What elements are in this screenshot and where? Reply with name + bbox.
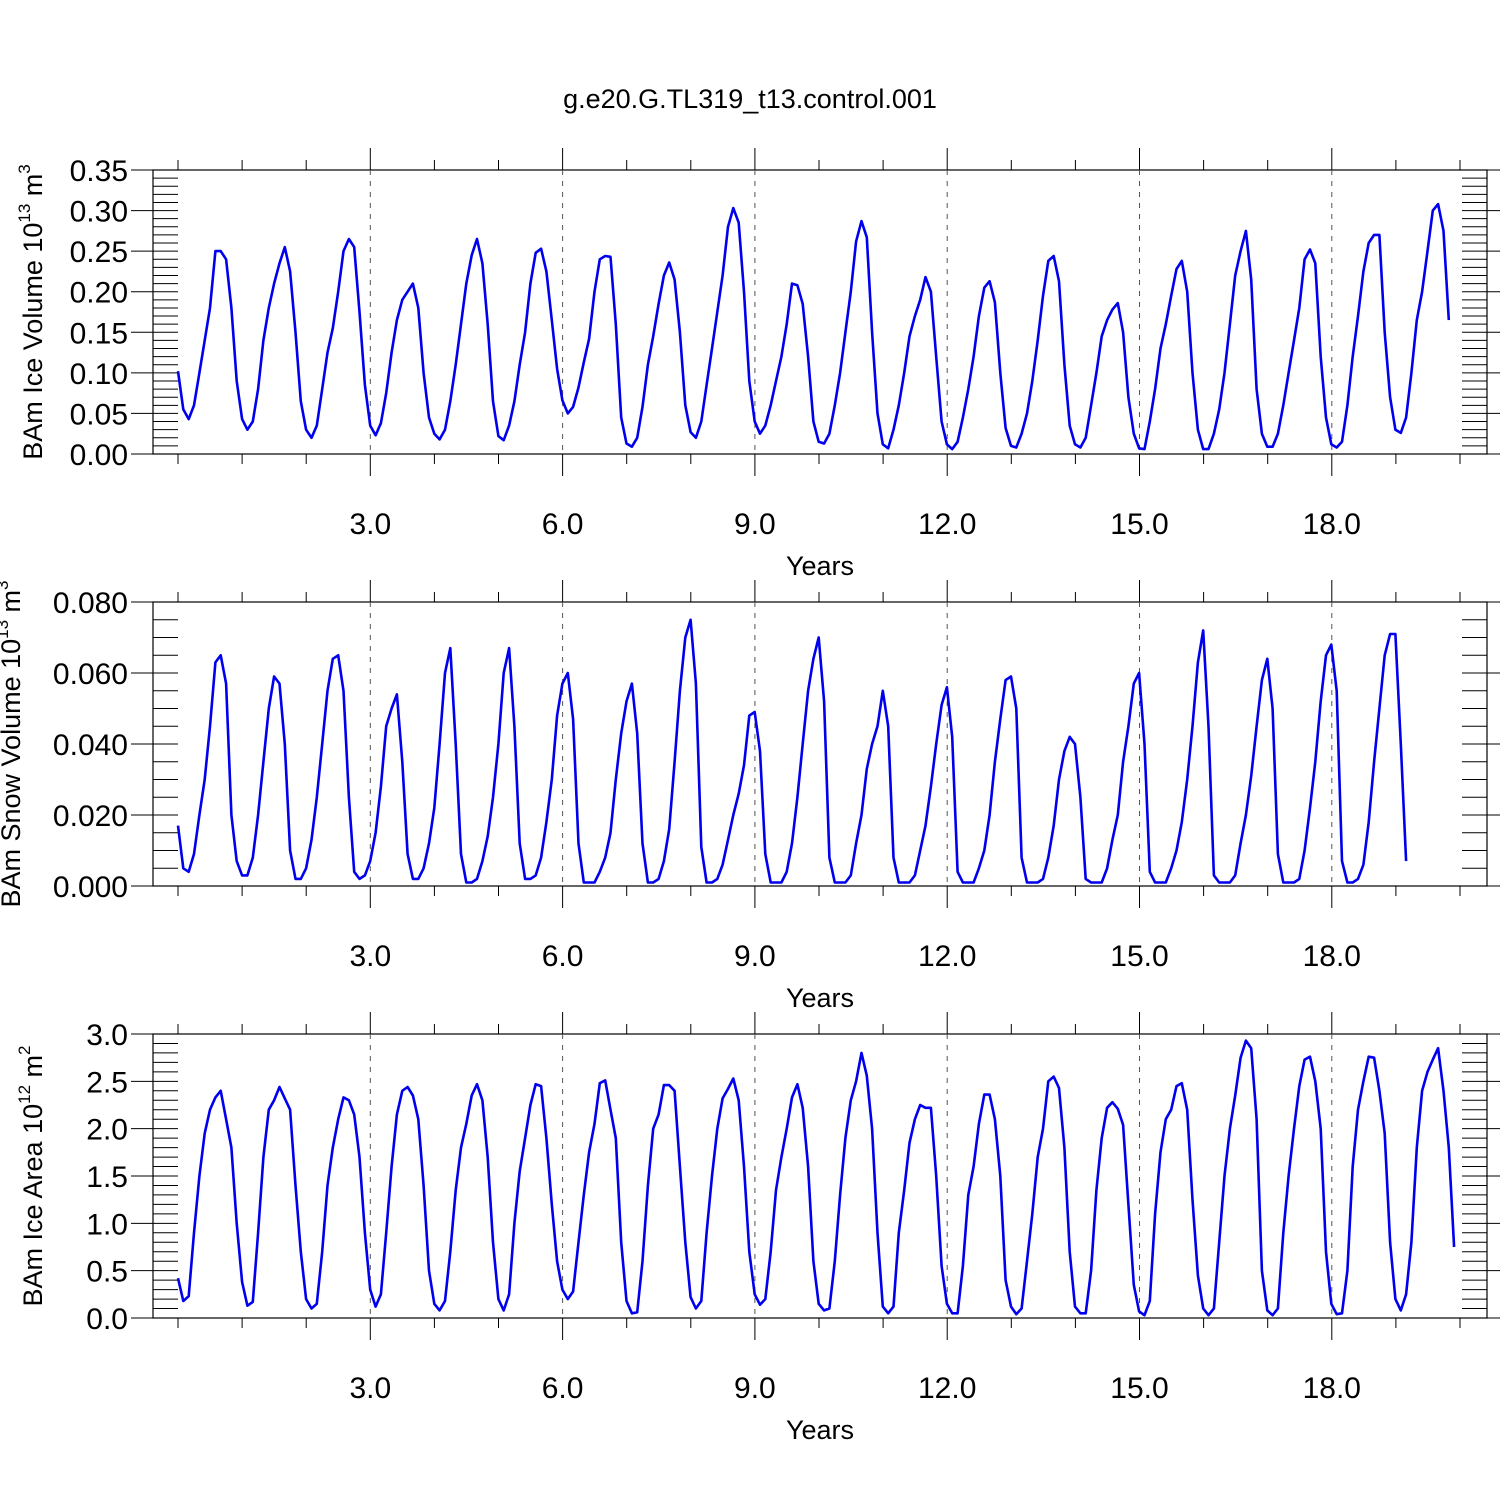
series-line-snow-volume [176,618,1408,884]
y-axis-label-exponent: 12 [15,1085,34,1104]
x-tick-label: 9.0 [734,508,776,541]
y-tick-label: 0.020 [53,800,128,833]
y-tick-label: 3.0 [86,1019,128,1052]
y-axis-label: BAm Ice Area 1012 m2 [15,1046,48,1307]
y-axis-label-exponent: 13 [15,204,34,223]
y-tick-label: 0.30 [70,196,128,229]
y-axis-label-unit-exponent: 3 [0,580,12,589]
y-tick-label: 0.25 [70,236,128,269]
x-tick-label: 3.0 [349,1372,391,1405]
y-tick-label: 0.5 [86,1256,128,1289]
series-line-ice-area [176,1039,1456,1317]
x-tick-label: 18.0 [1303,1372,1361,1405]
panel-ice-area: 3.0 6.0 9.0 12.0 15.0 18.0 0.0 0.5 1.0 1.5 2.0 2.5 3… [15,1012,1500,1445]
y-axis-label-unit: m [18,1055,48,1085]
y-tick-label: 0.00 [70,439,128,472]
y-axis-label-text: BAm Ice Area 10 [18,1104,48,1307]
x-axis-label: Years [786,983,854,1013]
y-axis-label: BAm Ice Volume 1013 m3 [15,164,48,460]
y-tick-label: 2.0 [86,1114,128,1147]
x-tick-label: 12.0 [918,508,976,541]
x-tick-label: 15.0 [1110,1372,1168,1405]
y-tick-label: 0.060 [53,658,128,691]
y-tick-label: 0.000 [53,871,128,904]
panel-ice-volume: 3.0 6.0 9.0 12.0 15.0 18.0 0.00 0.05 0.10 0.15 0.2… [15,148,1500,581]
y-tick-label: 0.040 [53,729,128,762]
y-tick-label: 0.05 [70,398,128,431]
plot-frame [152,169,1488,455]
x-tick-label: 18.0 [1303,940,1361,973]
y-axis-label-unit-exponent: 3 [15,164,34,173]
x-tick-label: 18.0 [1303,508,1361,541]
x-tick-label: 15.0 [1110,940,1168,973]
y-tick-label: 1.0 [86,1208,128,1241]
y-tick-label: 0.15 [70,317,128,350]
y-tick-label: 2.5 [86,1066,128,1099]
y-axis-label-text: BAm Snow Volume 10 [0,639,26,908]
panels: 3.0 6.0 9.0 12.0 15.0 18.0 0.00 0.05 0.10 0.15 0.2… [0,148,1500,1445]
x-tick-label: 6.0 [542,508,584,541]
y-tick-label: 0.0 [86,1303,128,1336]
y-tick-label: 0.10 [70,358,128,391]
x-tick-label: 9.0 [734,1372,776,1405]
y-axis-label-exponent: 13 [0,620,12,639]
panel-snow-volume: 3.0 6.0 9.0 12.0 15.0 18.0 0.000 0.020 0.040 0.06… [0,580,1500,1013]
x-tick-label: 6.0 [542,940,584,973]
x-tick-label: 12.0 [918,940,976,973]
plot-frame [152,1033,1488,1319]
y-tick-label: 0.20 [70,277,128,310]
x-tick-label: 12.0 [918,1372,976,1405]
figure-title: g.e20.G.TL319_t13.control.001 [563,84,937,114]
x-tick-label: 9.0 [734,940,776,973]
y-axis-label-unit: m [18,174,48,204]
x-axis-label: Years [786,551,854,581]
y-axis-label-unit: m [0,590,26,620]
x-tick-label: 6.0 [542,1372,584,1405]
y-axis-label: BAm Snow Volume 1013 m3 [0,580,26,907]
y-axis-label-text: BAm Ice Volume 10 [18,223,48,460]
series-line-ice-volume [176,202,1451,451]
x-tick-label: 3.0 [349,508,391,541]
y-tick-label: 0.35 [70,155,128,188]
y-tick-label: 0.080 [53,587,128,620]
y-axis-label-unit-exponent: 2 [15,1046,34,1055]
x-axis-label: Years [786,1415,854,1445]
x-tick-label: 15.0 [1110,508,1168,541]
y-tick-label: 1.5 [86,1161,128,1194]
x-tick-label: 3.0 [349,940,391,973]
